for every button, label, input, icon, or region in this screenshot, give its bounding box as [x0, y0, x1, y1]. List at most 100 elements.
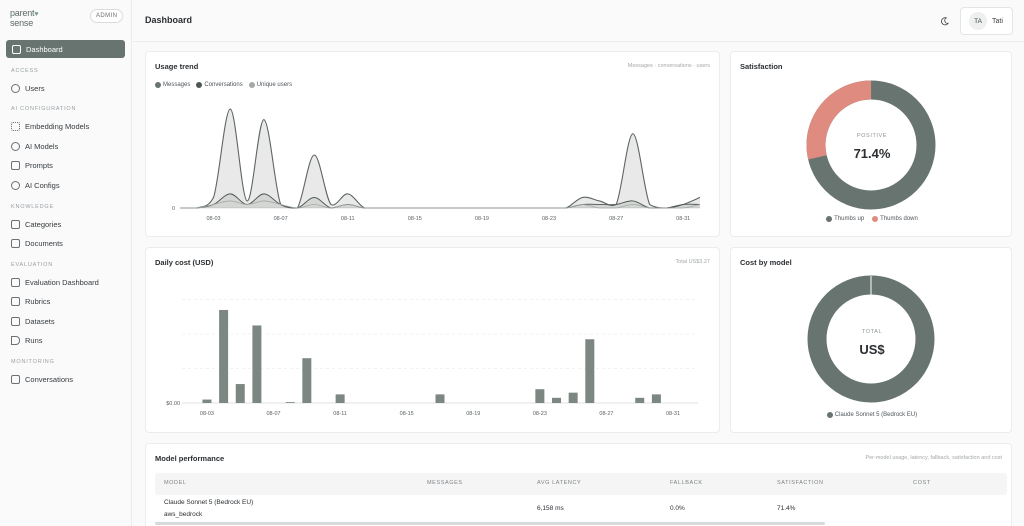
legend-swatch	[826, 412, 833, 418]
x-tick-label: 08-03	[207, 216, 221, 222]
donut-center-value: US$	[859, 342, 885, 357]
x-tick-label: 08-15	[400, 411, 414, 417]
card-note: Total US$3.27	[675, 259, 710, 265]
usage-chart: 0 08-03 08-07 08-11 08-15 08-19 08-23 08-27 08-3…	[172, 108, 701, 222]
sidebar-item-rubrics[interactable]: Rubrics	[11, 295, 50, 307]
card-title: Daily cost (USD)	[155, 258, 214, 267]
avatar: TA	[969, 12, 987, 30]
card-note: Per-model usage, latency, fallback, sati…	[865, 455, 1002, 461]
section-access: ACCESS	[11, 68, 39, 74]
sidebar-item-dashboard[interactable]: Dashboard	[6, 40, 125, 58]
x-tick-label: 08-19	[475, 216, 489, 222]
sidebar-item-runs[interactable]: Runs	[11, 334, 43, 346]
moon-icon	[940, 16, 949, 25]
sidebar-item-prompts[interactable]: Prompts	[11, 159, 53, 171]
bar-08-06[interactable]	[252, 325, 262, 403]
usage-legend: Messages Conversations Unique users	[155, 82, 292, 88]
sidebar-item-label: Dashboard	[26, 44, 63, 54]
bar-08-04[interactable]	[219, 309, 229, 403]
column-header-fallback[interactable]: FALLBACK	[670, 480, 703, 486]
series-line-unique-users[interactable]	[179, 200, 701, 209]
column-header-model[interactable]: MODEL	[164, 480, 187, 486]
column-header-satisfaction[interactable]: SATISFACTION	[777, 480, 824, 486]
sidebar-item-users[interactable]: Users	[11, 82, 45, 94]
user-menu-button[interactable]: TA Tati	[960, 7, 1013, 35]
legend-swatch	[826, 216, 833, 222]
x-tick-label: 08-03	[200, 411, 214, 417]
column-header-messages[interactable]: MESSAGES	[427, 480, 463, 486]
cost-legend: Claude Sonnet 5 (Bedrock EU)	[731, 412, 1013, 418]
donut-segment-thumbs-down[interactable]	[805, 79, 937, 211]
sidebar-item-categories[interactable]: Categories	[11, 218, 61, 230]
bar-08-25[interactable]	[568, 392, 578, 403]
sidebar-item-label: AI Models	[25, 141, 59, 151]
x-tick-label: 08-07	[267, 411, 281, 417]
cost-donut: TOTAL US$ Claude Sonnet 5 (Bedrock EU)	[731, 248, 1013, 434]
user-name: Tati	[992, 17, 1003, 25]
sidebar-item-evaluation-dashboard[interactable]: Evaluation Dashboard	[11, 276, 99, 288]
column-header-cost[interactable]: COST	[913, 480, 931, 486]
donut-center-label: POSITIVE	[856, 133, 888, 139]
bar-08-08[interactable]	[285, 402, 295, 403]
sidebar-item-label: Categories	[25, 219, 62, 229]
legend-item[interactable]: Unique users	[248, 82, 292, 88]
legend-item[interactable]: Thumbs up	[826, 216, 864, 222]
legend-item[interactable]: Messages	[155, 82, 190, 88]
card-title: Cost by model	[740, 258, 792, 267]
grid-icon	[12, 44, 21, 54]
model-performance-card: Model performance Per-model usage, laten…	[145, 443, 1012, 526]
card-title: Satisfaction	[740, 62, 783, 71]
bar-08-09[interactable]	[302, 358, 312, 403]
chat-icon	[11, 374, 20, 384]
horizontal-scrollbar[interactable]	[155, 522, 825, 525]
donut-segment-claude-sonnet[interactable]	[807, 275, 935, 403]
model-fallback: 0.0%	[670, 505, 685, 512]
legend-item[interactable]: Claude Sonnet 5 (Bedrock EU)	[826, 412, 917, 418]
sidebar-item-embedding-models[interactable]: Embedding Models	[11, 120, 89, 132]
x-tick-label: 08-11	[333, 411, 347, 417]
bar-08-17[interactable]	[435, 394, 445, 403]
top-header: Dashboard TA Tati	[133, 0, 1024, 42]
section-monitoring: MONITORING	[11, 359, 55, 365]
card-note: Messages · conversations · users	[627, 63, 710, 69]
sidebar-item-conversations[interactable]: Conversations	[11, 373, 73, 385]
x-tick-label: 08-27	[599, 411, 613, 417]
table-header: MODEL MESSAGES AVG LATENCY FALLBACK SATI…	[155, 473, 1007, 495]
legend-item[interactable]: Thumbs down	[872, 216, 918, 222]
bar-08-24[interactable]	[552, 397, 562, 403]
brand-logo[interactable]: parent♥ sense	[10, 8, 50, 28]
x-tick-label: 08-15	[408, 216, 422, 222]
legend-item[interactable]: Conversations	[196, 82, 243, 88]
column-header-latency[interactable]: AVG LATENCY	[537, 480, 582, 486]
bar-08-29[interactable]	[635, 397, 645, 403]
usage-trend-card: Usage trend Messages · conversations · u…	[145, 51, 720, 237]
section-evaluation: EVALUATION	[11, 262, 54, 268]
legend-swatch	[872, 216, 879, 222]
satisfaction-donut: POSITIVE 71.4% Thumbs up Thumbs down	[731, 52, 1013, 238]
section-knowledge: KNOWLEDGE	[11, 204, 54, 210]
bar-08-11[interactable]	[335, 394, 345, 403]
document-icon	[11, 238, 20, 248]
card-title: Model performance	[155, 454, 225, 463]
brand-line1: parent	[10, 8, 35, 18]
checklist-icon	[11, 296, 20, 306]
sidebar-item-datasets[interactable]: Datasets	[11, 315, 55, 327]
sidebar-item-documents[interactable]: Documents	[11, 237, 63, 249]
card-title: Usage trend	[155, 62, 199, 71]
admin-badge: ADMIN	[90, 9, 124, 23]
x-tick-label: 08-27	[609, 216, 623, 222]
x-tick-label: 08-31	[666, 411, 680, 417]
x-tick-label: 08-23	[542, 216, 556, 222]
page-title: Dashboard	[145, 15, 193, 25]
sidebar-item-ai-configs[interactable]: AI Configs	[11, 179, 60, 191]
model-name: Claude Sonnet 5 (Bedrock EU)	[164, 499, 254, 506]
theme-toggle-button[interactable]	[936, 13, 952, 29]
bar-08-26[interactable]	[585, 339, 595, 403]
bar-08-23[interactable]	[535, 389, 545, 403]
sidebar-item-ai-models[interactable]: AI Models	[11, 140, 58, 152]
model-provider: aws_bedrock	[164, 511, 203, 518]
bar-08-03[interactable]	[202, 399, 212, 403]
sidebar-item-label: AI Configs	[25, 180, 60, 190]
bar-08-30[interactable]	[651, 394, 661, 403]
bar-08-05[interactable]	[235, 384, 245, 403]
